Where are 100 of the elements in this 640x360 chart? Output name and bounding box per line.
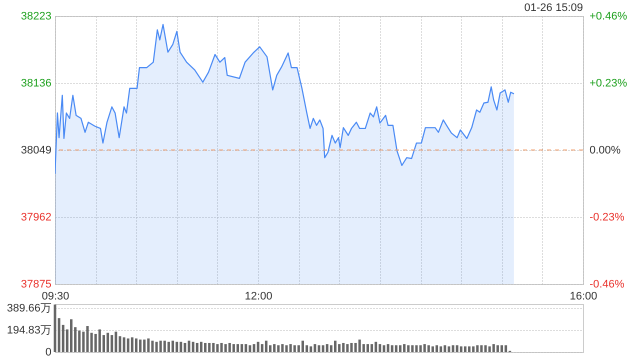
bar [326,344,328,352]
bar [492,344,495,352]
bar [342,342,345,352]
bar [220,342,223,352]
bar [163,340,166,352]
bar [264,340,268,352]
bar [500,345,504,352]
bar [314,344,316,352]
bar [496,345,499,352]
bar [334,340,336,352]
bar [318,345,320,352]
bar [460,346,462,352]
y2-tick-label: -0.23% [590,212,625,224]
text: 01-26 15:09 [524,2,583,14]
bar [139,340,142,352]
bar [407,345,410,352]
bar [484,345,487,352]
y-tick-label: 37875 [20,278,52,290]
bar [480,345,483,352]
bar [386,344,390,352]
bar [452,345,454,352]
bar [208,342,211,352]
bar [436,345,438,352]
bar [281,344,284,352]
bar [236,344,240,352]
bar [114,332,118,352]
bar [403,344,406,352]
bar [192,342,194,352]
bar [322,345,324,352]
bar [273,344,276,352]
bar [293,345,296,352]
y-tick-label: 389.66万 [6,302,52,314]
bar [346,344,349,352]
bar [70,319,72,352]
bar [289,344,292,352]
bar [212,342,215,352]
bar [143,340,146,352]
x-tick-label: 12:00 [244,290,272,302]
bar [204,342,207,352]
bar [374,342,378,352]
bar [176,342,178,352]
bar [370,344,374,352]
y2-tick-label: +0.46% [590,10,628,22]
bar [310,346,312,352]
bar [444,345,446,352]
y-tick-label: 0 [45,346,52,358]
bar [378,344,382,352]
bar [431,346,434,352]
bar [122,337,126,352]
bar [411,345,414,352]
bar [488,346,491,352]
bar [180,342,182,352]
y-tick-label: 37962 [20,212,52,224]
bar [394,345,398,352]
bar [94,334,97,352]
bar [448,346,450,352]
bar [184,342,186,352]
bar [472,346,475,352]
bar [468,346,471,352]
bar [98,329,101,352]
bar [382,345,386,352]
bar [358,340,361,352]
bar [188,340,190,352]
bar [134,338,138,352]
bar [338,344,341,352]
bar [277,345,280,352]
y2-tick-label: -0.46% [590,278,625,290]
bar [419,345,422,352]
bar [252,344,256,352]
x-tick-label: 16:00 [570,290,598,302]
x-tick-label: 09:30 [42,290,70,302]
bar [232,344,235,352]
bar [256,342,260,352]
bar [110,335,114,352]
bar [354,342,357,352]
bar [464,346,466,352]
bar [126,338,130,352]
bar [106,332,110,352]
bar [390,345,394,352]
y-tick-label: 38049 [20,144,52,156]
bar [285,345,288,352]
bar [366,344,369,352]
bar [440,346,442,352]
bar [167,342,170,352]
y-tick-label: 38223 [20,10,52,22]
bar [423,344,426,352]
y2-tick-label: +0.23% [590,78,628,90]
bar [228,342,231,352]
bar [90,332,93,352]
bar [155,342,158,352]
bar [240,344,244,352]
bar [151,340,154,352]
bar [504,345,508,352]
bar [350,342,353,352]
y-tick-label: 194.83万 [6,324,52,336]
bar [200,342,202,352]
bar [224,344,227,352]
bar [398,345,402,352]
bar [476,345,479,352]
bar [415,345,418,352]
